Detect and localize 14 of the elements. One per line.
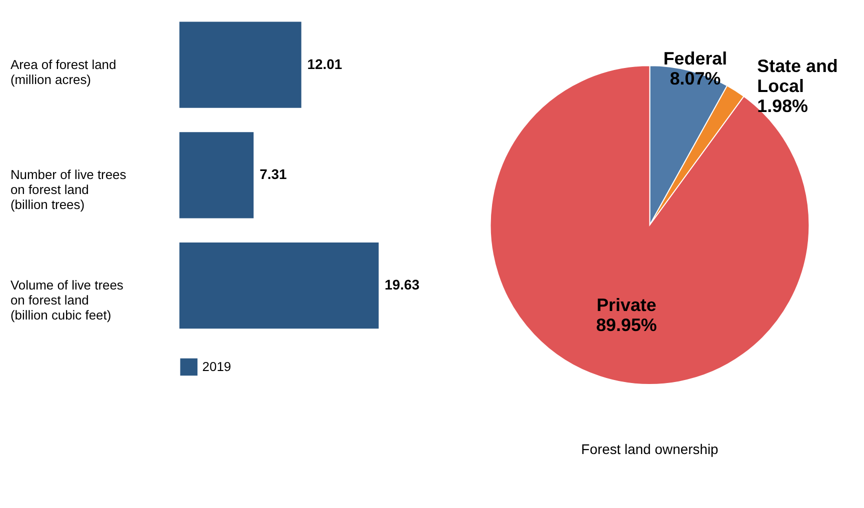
slice-label: Federal (663, 48, 728, 68)
y-tick-label: Area of forest land (million acres) (10, 56, 116, 87)
data-label: 19.63 (384, 276, 420, 293)
data-label: 12.01 (307, 56, 342, 72)
data-label: 8.07% (670, 68, 721, 88)
data-label: 89.95% (596, 315, 657, 336)
y-tick-label: Number of live trees on forest land (billion trees) (10, 167, 126, 212)
data-label: 1.98% (757, 96, 808, 116)
slice-label: Private (596, 295, 656, 316)
data-label: 7.31 (260, 166, 287, 182)
legend-label: 2019 (202, 359, 232, 374)
y-tick-label: Volume of live trees on forest land (billion cubic feet) (10, 278, 124, 322)
slice-label: State and Local (757, 56, 838, 96)
text: Forest land ownership (581, 441, 719, 458)
